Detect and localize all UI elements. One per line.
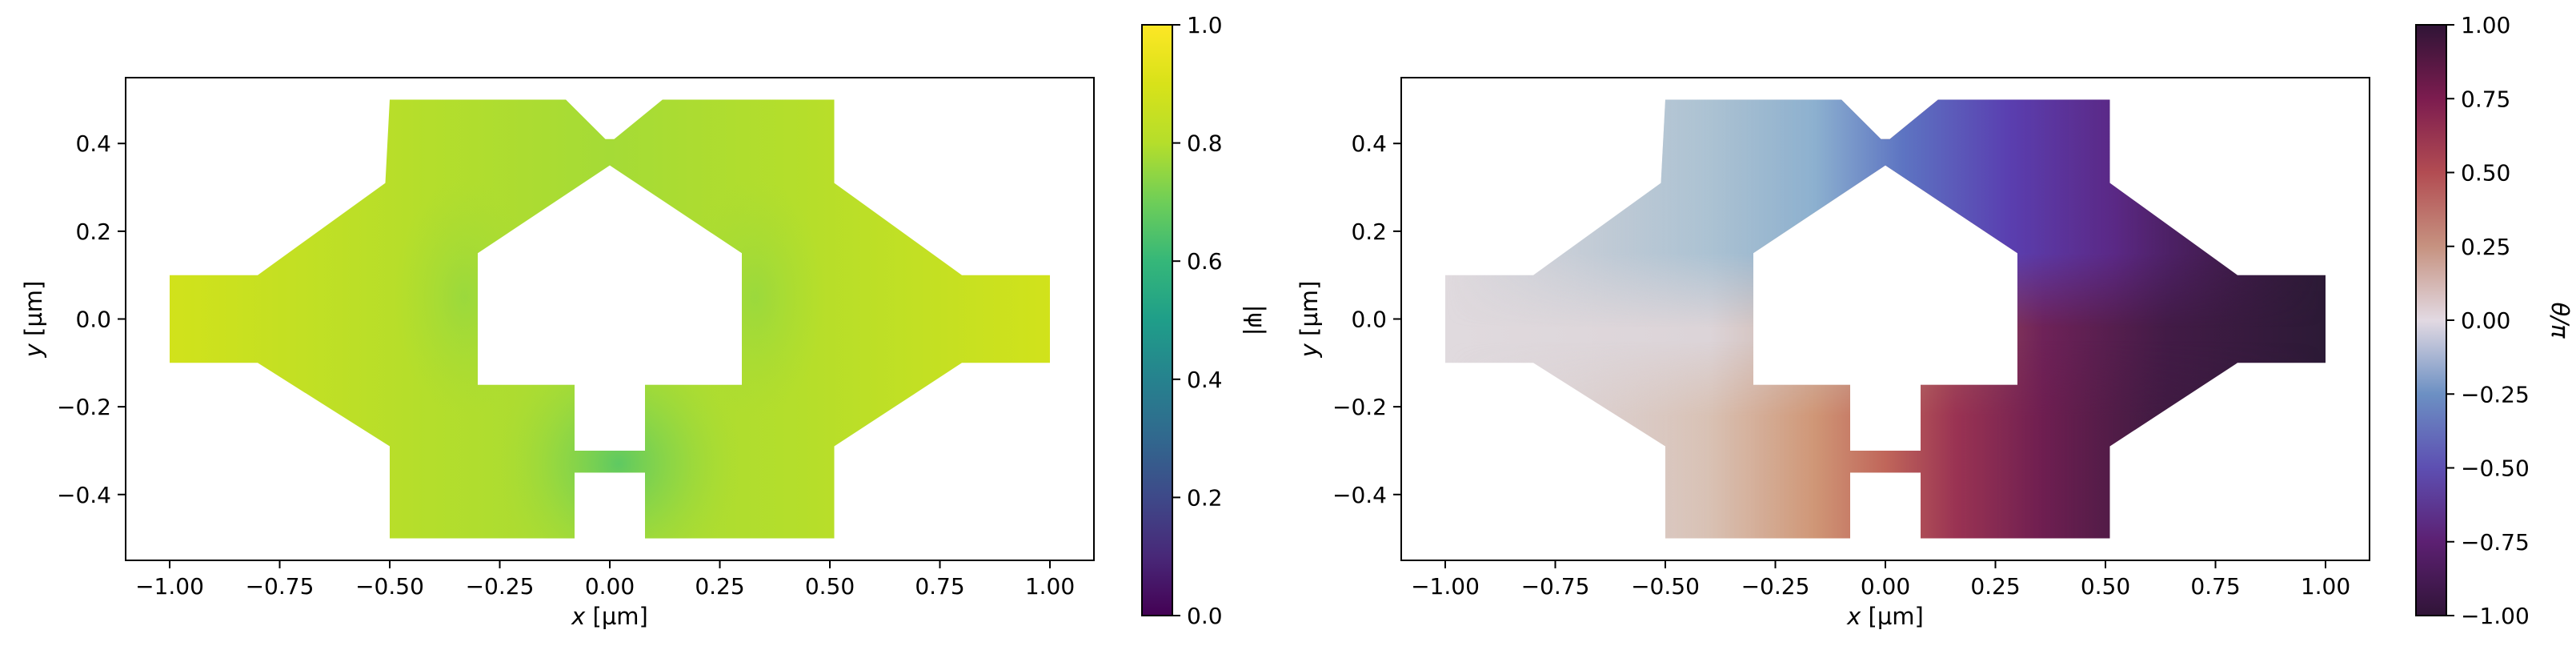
y-tick-label: −0.2	[57, 394, 111, 420]
y-tick-label: −0.2	[1332, 394, 1387, 420]
colorbar-tick-label: 0.00	[2461, 307, 2510, 334]
panel-psi: −1.00 −0.75 −0.50 −0.25 0.00 0.25 0.50 0.75 1.00…	[20, 12, 1270, 630]
x-tick-label: 0.00	[1861, 573, 1910, 600]
x-ticks-psi: −1.00 −0.75 −0.50 −0.25 0.00 0.25 0.50 0.75 1.00	[135, 560, 1075, 600]
y-tick-label: 0.0	[1351, 307, 1387, 333]
y-tick-label: 0.2	[1351, 219, 1387, 245]
colorbar-tick-label: 1.00	[2461, 12, 2510, 38]
x-tick-label: 0.75	[915, 573, 964, 600]
colorbar-label-theta: θ/π	[2546, 303, 2574, 339]
colorbar-tick-label: −0.50	[2461, 455, 2530, 482]
colorbar-tick-label: 0.75	[2461, 86, 2510, 112]
x-tick-label: −0.75	[246, 573, 314, 600]
colorbar-tick-label: −0.25	[2461, 381, 2530, 407]
x-axis-label-theta: x [µm]	[1846, 603, 1924, 630]
colorbar-tick-label: 0.0	[1187, 603, 1223, 629]
y-tick-label: 0.0	[75, 307, 111, 333]
y-tick-label: 0.4	[1351, 130, 1387, 157]
field-theta	[1445, 99, 2326, 539]
y-ticks-psi: −0.4 −0.2 0.0 0.2 0.4	[57, 130, 126, 508]
x-tick-label: −0.25	[1741, 573, 1810, 600]
x-tick-label: −1.00	[135, 573, 204, 600]
x-ticks-theta: −1.00 −0.75 −0.50 −0.25 0.00 0.25 0.50 0.75 1.00	[1411, 560, 2350, 600]
colorbar-ticks-theta: −1.00 −0.75 −0.50 −0.25 0.00 0.25 0.50 0.75 1.00	[2446, 12, 2530, 629]
colorbar-tick-label: 0.6	[1187, 248, 1223, 275]
colorbar-ticks-psi: 0.0 0.2 0.4 0.6 0.8 1.0	[1172, 12, 1223, 629]
colorbar-tick-label: −0.75	[2461, 529, 2530, 556]
x-tick-label: 0.00	[585, 573, 635, 600]
colorbar-psi	[1141, 24, 1173, 616]
colorbar-tick-label: −1.00	[2461, 603, 2530, 629]
y-tick-label: 0.2	[75, 219, 111, 245]
field-theta-lower	[1445, 99, 2326, 539]
x-tick-label: −1.00	[1411, 573, 1480, 600]
colorbar-label-psi: |ψ|	[1243, 305, 1270, 336]
x-tick-label: 0.25	[695, 573, 744, 600]
x-tick-label: 1.00	[2301, 573, 2350, 600]
x-tick-label: −0.25	[466, 573, 535, 600]
y-tick-label: −0.4	[1332, 482, 1387, 508]
colorbar-tick-label: 1.0	[1187, 12, 1223, 38]
x-tick-label: 0.50	[805, 573, 855, 600]
field-psi-arm-right	[684, 179, 826, 416]
y-ticks-theta: −0.4 −0.2 0.0 0.2 0.4	[1332, 130, 1401, 508]
x-tick-label: −0.75	[1521, 573, 1590, 600]
x-tick-label: −0.50	[355, 573, 424, 600]
panel-theta: −1.00 −0.75 −0.50 −0.25 0.00 0.25 0.50 0.75 1.00…	[1296, 12, 2574, 630]
y-tick-label: −0.4	[57, 482, 111, 508]
colorbar-tick-label: 0.2	[1187, 484, 1223, 511]
field-psi	[170, 99, 1050, 539]
colorbar-tick-label: 0.50	[2461, 160, 2510, 187]
x-tick-label: 0.25	[1970, 573, 2020, 600]
x-axis-label-psi: x [µm]	[571, 603, 648, 630]
y-axis-label-psi: y [µm]	[20, 281, 47, 359]
x-tick-label: −0.50	[1631, 573, 1700, 600]
colorbar-tick-label: 0.25	[2461, 234, 2510, 260]
x-tick-label: 0.75	[2190, 573, 2240, 600]
colorbar-tick-label: 0.8	[1187, 130, 1223, 157]
y-axis-label-theta: y [µm]	[1296, 281, 1323, 359]
y-tick-label: 0.4	[75, 130, 111, 157]
colorbar-tick-label: 0.4	[1187, 367, 1223, 393]
x-tick-label: 1.00	[1025, 573, 1075, 600]
x-tick-label: 0.50	[2081, 573, 2130, 600]
field-psi-min-region	[495, 341, 742, 539]
field-psi-arm-left	[394, 179, 535, 416]
colorbar-theta	[2415, 24, 2447, 616]
